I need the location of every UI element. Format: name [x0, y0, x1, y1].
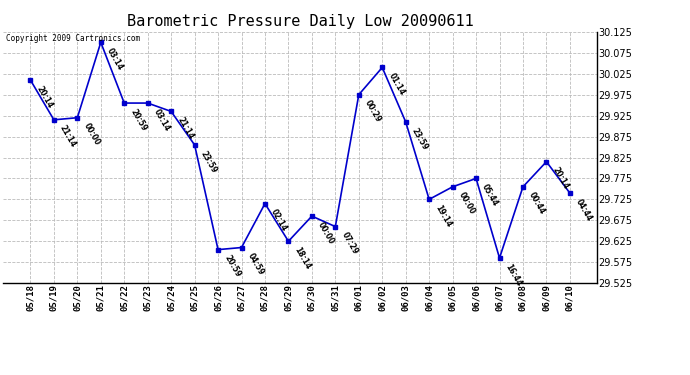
Title: Barometric Pressure Daily Low 20090611: Barometric Pressure Daily Low 20090611 — [127, 14, 473, 29]
Text: 03:14: 03:14 — [152, 107, 172, 133]
Text: 00:00: 00:00 — [316, 220, 336, 246]
Text: 02:14: 02:14 — [269, 208, 289, 233]
Text: 01:14: 01:14 — [386, 72, 406, 97]
Text: 00:00: 00:00 — [457, 191, 477, 216]
Text: 21:14: 21:14 — [175, 116, 195, 141]
Text: 04:59: 04:59 — [246, 252, 266, 277]
Text: Copyright 2009 Cartronics.com: Copyright 2009 Cartronics.com — [6, 34, 141, 44]
Text: 19:14: 19:14 — [433, 204, 453, 229]
Text: 18:14: 18:14 — [293, 245, 313, 271]
Text: 00:29: 00:29 — [363, 99, 383, 124]
Text: 23:59: 23:59 — [410, 126, 430, 152]
Text: 00:44: 00:44 — [527, 191, 547, 216]
Text: 07:29: 07:29 — [339, 231, 359, 256]
Text: 20:14: 20:14 — [34, 84, 55, 109]
Text: 03:14: 03:14 — [105, 46, 125, 72]
Text: 04:44: 04:44 — [574, 197, 594, 223]
Text: 16:44: 16:44 — [504, 262, 524, 288]
Text: 05:44: 05:44 — [480, 183, 500, 208]
Text: 20:14: 20:14 — [551, 166, 571, 191]
Text: 00:00: 00:00 — [81, 122, 101, 147]
Text: 20:59: 20:59 — [128, 107, 148, 132]
Text: 23:59: 23:59 — [199, 149, 219, 174]
Text: 20:59: 20:59 — [222, 254, 242, 279]
Text: 21:14: 21:14 — [58, 124, 78, 149]
